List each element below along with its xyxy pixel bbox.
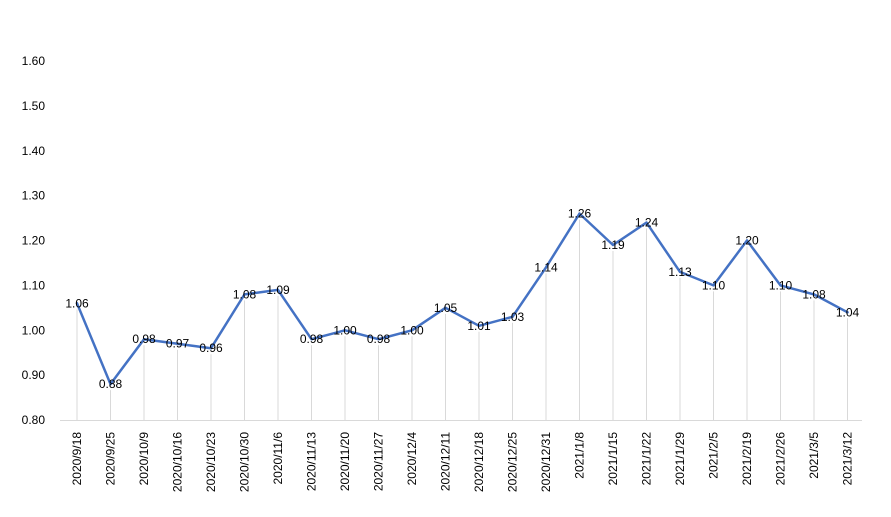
- data-point: [645, 221, 648, 224]
- data-label: 1.10: [702, 278, 726, 292]
- x-tick-label: 2020/10/16: [171, 432, 185, 492]
- x-tick-label: 2021/2/26: [774, 432, 788, 486]
- y-tick-label: 0.80: [22, 413, 46, 427]
- x-tick-label: 2021/2/5: [707, 432, 721, 479]
- data-label: 0.98: [300, 332, 324, 346]
- data-point: [176, 342, 179, 345]
- y-axis-tick-labels: 0.80 0.90 1.00 1.10 1.20 1.30 1.40 1.50 1.60: [22, 54, 46, 427]
- data-label: 1.01: [467, 319, 491, 333]
- y-tick-label: 1.20: [22, 234, 46, 248]
- x-tick-label: 2021/3/5: [807, 432, 821, 479]
- data-label: 1.00: [400, 323, 424, 337]
- data-label: 0.98: [132, 332, 156, 346]
- data-point: [477, 324, 481, 327]
- x-tick-label: 2020/12/25: [506, 432, 520, 492]
- x-tick-label: 2021/1/29: [673, 432, 687, 486]
- x-tick-label: 2020/9/18: [70, 432, 84, 486]
- data-label: 0.96: [199, 341, 223, 355]
- data-labels: 1.06 0.88 0.98 0.97 0.96 1.08 1.09 0.98 1.00 0.98…: [65, 207, 859, 392]
- data-point: [343, 329, 347, 332]
- data-point: [109, 382, 112, 386]
- data-point: [377, 338, 380, 341]
- data-point: [511, 315, 514, 318]
- x-tick-label: 2020/12/4: [405, 432, 419, 486]
- y-tick-label: 1.60: [22, 54, 46, 68]
- data-label: 1.14: [534, 260, 558, 274]
- data-label: 1.04: [836, 305, 860, 319]
- x-tick-label: 2020/9/25: [104, 432, 118, 486]
- data-label: 0.97: [166, 337, 190, 351]
- x-tick-label: 2020/10/23: [204, 432, 218, 492]
- data-label: 1.08: [233, 287, 257, 301]
- data-label: 1.20: [735, 234, 759, 248]
- x-tick-label: 2020/10/9: [137, 432, 151, 486]
- data-label: 1.09: [266, 283, 290, 297]
- data-label: 1.03: [501, 310, 525, 324]
- data-label: 0.88: [99, 377, 123, 391]
- data-point: [812, 293, 816, 296]
- series-layer: [75, 212, 849, 386]
- x-tick-label: 2020/11/13: [305, 432, 319, 491]
- y-tick-label: 1.50: [22, 99, 46, 113]
- x-tick-label: 2020/11/6: [271, 432, 285, 485]
- x-tick-label: 2020/12/18: [472, 432, 486, 492]
- y-tick-label: 1.10: [22, 278, 46, 292]
- y-tick-label: 1.40: [22, 144, 46, 158]
- data-label: 1.24: [635, 216, 659, 230]
- x-tick-label: 2021/2/19: [740, 432, 754, 486]
- data-label: 1.26: [568, 207, 592, 221]
- data-point: [578, 212, 581, 215]
- data-point: [310, 338, 313, 341]
- data-label: 0.98: [367, 332, 391, 346]
- gridlines: [76, 219, 848, 420]
- data-label: 1.08: [802, 287, 826, 301]
- data-point: [678, 270, 682, 274]
- data-point: [142, 338, 146, 341]
- data-point: [444, 306, 447, 310]
- data-label: 1.19: [601, 238, 625, 252]
- data-label: 1.10: [769, 278, 793, 292]
- data-point: [410, 329, 414, 332]
- data-label: 1.05: [434, 301, 458, 315]
- data-point: [611, 243, 615, 247]
- x-tick-label: 2020/12/11: [439, 432, 453, 491]
- data-point: [544, 266, 548, 269]
- x-tick-label: 2021/3/12: [841, 432, 855, 486]
- y-tick-label: 0.90: [22, 368, 46, 382]
- x-tick-label: 2020/10/30: [238, 432, 252, 492]
- x-tick-label: 2021/1/8: [573, 432, 587, 479]
- x-tick-label: 2020/11/27: [372, 432, 386, 491]
- data-point: [712, 284, 715, 287]
- x-tick-label: 2021/1/15: [606, 432, 620, 486]
- data-point: [779, 284, 782, 287]
- x-tick-label: 2021/1/22: [640, 432, 654, 486]
- data-point: [209, 347, 213, 350]
- data-point: [846, 311, 849, 314]
- x-axis-tick-labels: 2020/9/18 2020/9/25 2020/10/9 2020/10/16 202…: [70, 432, 855, 492]
- x-tick-label: 2020/11/20: [338, 432, 352, 491]
- y-tick-label: 1.30: [22, 189, 46, 203]
- x-tick-label: 2020/12/31: [539, 432, 553, 492]
- data-point: [745, 239, 749, 242]
- data-label: 1.13: [668, 265, 692, 279]
- data-label: 1.00: [333, 323, 357, 337]
- data-point: [276, 288, 280, 292]
- data-label: 1.06: [65, 296, 89, 310]
- y-tick-label: 1.00: [22, 323, 46, 337]
- series-line: [75, 212, 849, 386]
- data-point: [75, 302, 79, 305]
- data-point: [243, 293, 246, 296]
